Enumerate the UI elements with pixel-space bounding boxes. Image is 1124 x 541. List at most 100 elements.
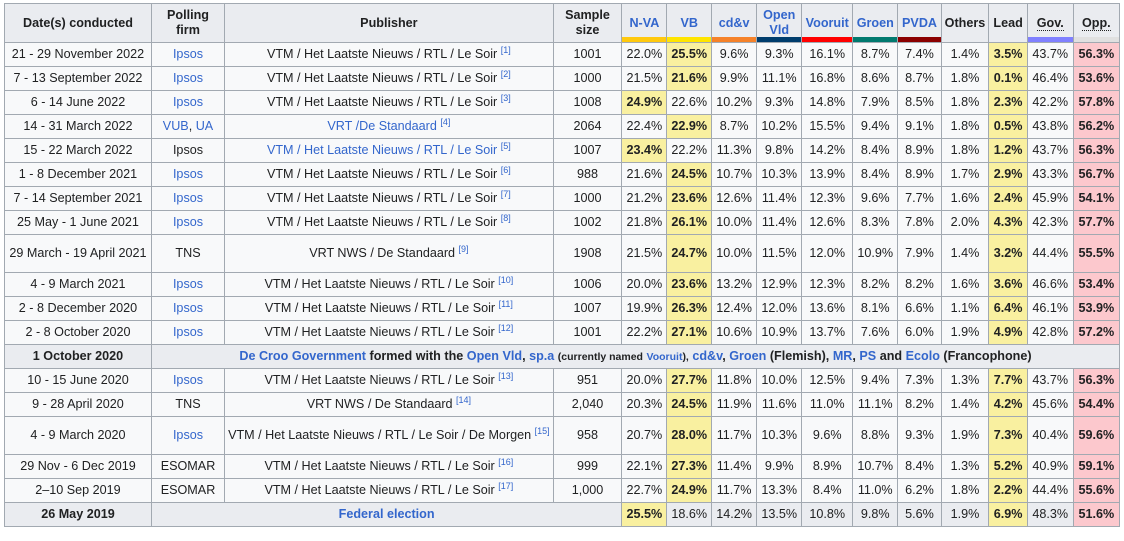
party-link-cdv[interactable]: cd&v <box>692 348 723 363</box>
header-party-openvld[interactable]: Open Vld <box>756 3 803 43</box>
firm-link[interactable]: Ipsos <box>172 428 204 442</box>
firm-link[interactable]: Ipsos <box>172 95 204 109</box>
firm-link[interactable]: Ipsos <box>172 277 204 291</box>
firm-link[interactable]: Ipsos <box>172 167 204 181</box>
cell-lead: 3.5% <box>988 42 1028 67</box>
gov-color-bar <box>1027 37 1073 42</box>
reference-link[interactable]: [9] <box>458 243 469 254</box>
cell-date: 2–10 Sep 2019 <box>4 478 152 503</box>
reference-link[interactable]: [14] <box>456 394 472 405</box>
cell-opp: 53.9% <box>1072 296 1121 321</box>
firm-link[interactable]: Ipsos <box>172 325 204 339</box>
cell-party-value: 11.3% <box>711 138 758 163</box>
cell-party-value: 11.4% <box>756 210 803 235</box>
firm-link[interactable]: Ipsos <box>172 191 204 205</box>
cell-sample: 1000 <box>552 186 623 211</box>
cell-date: 10 - 15 June 2020 <box>4 368 152 393</box>
publisher-link[interactable]: VRT /De Standaard <box>327 119 437 133</box>
reference-link[interactable]: [4] <box>440 116 451 127</box>
cell-party-value: 21.8% <box>621 210 668 235</box>
party-link-vooruit[interactable]: Vooruit <box>646 350 683 363</box>
firm-link[interactable]: Ipsos <box>172 301 204 315</box>
cell-party-value: 7.6% <box>852 320 899 345</box>
cell-others: 1.6% <box>940 272 990 297</box>
header-party-cdv[interactable]: cd&v <box>711 3 758 43</box>
cell-sample: 988 <box>552 162 623 187</box>
cell-lead: 2.9% <box>988 162 1028 187</box>
cell-others: 1.8% <box>940 138 990 163</box>
header-party-nva[interactable]: N-VA <box>621 3 668 43</box>
reference-link[interactable]: [2] <box>500 68 511 79</box>
cell-others: 1.8% <box>940 66 990 91</box>
reference-link[interactable]: [11] <box>498 298 513 309</box>
firm-link[interactable]: Ipsos <box>172 373 204 387</box>
party-link-ecolo[interactable]: Ecolo <box>905 348 940 363</box>
cell-party-value: 24.9% <box>666 478 713 503</box>
header-party-pvda[interactable]: PVDA <box>897 3 942 43</box>
publisher-text: VTM / Het Laatste Nieuws / RTL / Le Soir <box>266 215 498 229</box>
publisher-text: VRT NWS / De Standaard <box>309 246 456 260</box>
government-link[interactable]: De Croo Government <box>239 348 367 363</box>
reference-link[interactable]: [6] <box>500 164 511 175</box>
cell-party-value: 8.8% <box>852 416 899 455</box>
cell-party-value: 13.5% <box>756 502 803 527</box>
table-row: 2 - 8 December 2020 Ipsos VTM / Het Laatst… <box>4 296 1121 321</box>
firm-link[interactable]: Ipsos <box>172 215 204 229</box>
cell-party-value: 9.4% <box>852 114 899 139</box>
cell-publisher: VTM / Het Laatste Nieuws / RTL / Le Soir… <box>224 320 554 345</box>
header-party-groen[interactable]: Groen <box>852 3 899 43</box>
cell-party-value: 12.3% <box>801 186 854 211</box>
cell-lead: 0.1% <box>988 66 1028 91</box>
reference-link[interactable]: [3] <box>500 92 511 103</box>
cell-firm: ESOMAR <box>150 478 226 503</box>
cell-party-value: 22.2% <box>666 138 713 163</box>
publisher-link[interactable]: VTM / Het Laatste Nieuws / RTL / Le Soir <box>266 143 498 157</box>
reference-link[interactable]: [15] <box>534 425 550 436</box>
reference-link[interactable]: [12] <box>498 322 514 333</box>
publisher-text: VTM / Het Laatste Nieuws / RTL / Le Soir <box>264 483 495 497</box>
reference-link[interactable]: [1] <box>500 44 511 55</box>
cell-lead: 6.9% <box>988 502 1028 527</box>
reference-link[interactable]: [16] <box>498 456 514 467</box>
cell-gov: 43.8% <box>1026 114 1074 139</box>
cell-date: 7 - 14 September 2021 <box>4 186 152 211</box>
firm-link-vub[interactable]: VUB <box>162 119 189 133</box>
reference-link[interactable]: [10] <box>498 274 514 285</box>
cell-party-value: 12.0% <box>801 234 854 273</box>
cell-sample: 1008 <box>552 90 623 115</box>
cell-sample: 2064 <box>552 114 623 139</box>
cell-firm: Ipsos <box>150 138 226 163</box>
party-link-groen[interactable]: Groen <box>729 348 767 363</box>
cell-party-value: 11.0% <box>801 392 854 417</box>
election-link[interactable]: Federal election <box>338 507 435 521</box>
party-link-mr[interactable]: MR <box>832 348 853 363</box>
firm-link[interactable]: Ipsos <box>172 71 204 85</box>
cell-lead: 2.4% <box>988 186 1028 211</box>
reference-link[interactable]: [7] <box>500 188 511 199</box>
party-link-spa[interactable]: sp.a <box>529 348 555 363</box>
party-color-bar <box>667 37 712 42</box>
cell-opp: 57.8% <box>1072 90 1121 115</box>
reference-link[interactable]: [5] <box>500 140 511 151</box>
cell-party-value: 8.7% <box>711 114 758 139</box>
header-party-vooruit[interactable]: Vooruit <box>801 3 854 43</box>
firm-link[interactable]: Ipsos <box>172 47 204 61</box>
cell-party-value: 8.9% <box>897 138 942 163</box>
header-party-vb[interactable]: VB <box>666 3 713 43</box>
cell-party-value: 8.7% <box>897 66 942 91</box>
reference-link[interactable]: [17] <box>498 480 514 491</box>
cell-party-value: 11.6% <box>756 392 803 417</box>
cell-party-value: 24.5% <box>666 162 713 187</box>
cell-others: 1.4% <box>940 234 990 273</box>
event-date: 1 October 2020 <box>4 344 152 369</box>
header-row: Date(s) conducted Polling firm Publisher… <box>4 3 1121 43</box>
cell-lead: 6.4% <box>988 296 1028 321</box>
reference-link[interactable]: [8] <box>500 212 511 223</box>
cell-party-value: 9.8% <box>852 502 899 527</box>
reference-link[interactable]: [13] <box>498 370 514 381</box>
party-link-ps[interactable]: PS <box>859 348 877 363</box>
party-link-openvld[interactable]: Open Vld <box>466 348 523 363</box>
cell-party-value: 10.9% <box>852 234 899 273</box>
firm-link-ua[interactable]: UA <box>195 119 214 133</box>
cell-party-value: 16.1% <box>801 42 854 67</box>
